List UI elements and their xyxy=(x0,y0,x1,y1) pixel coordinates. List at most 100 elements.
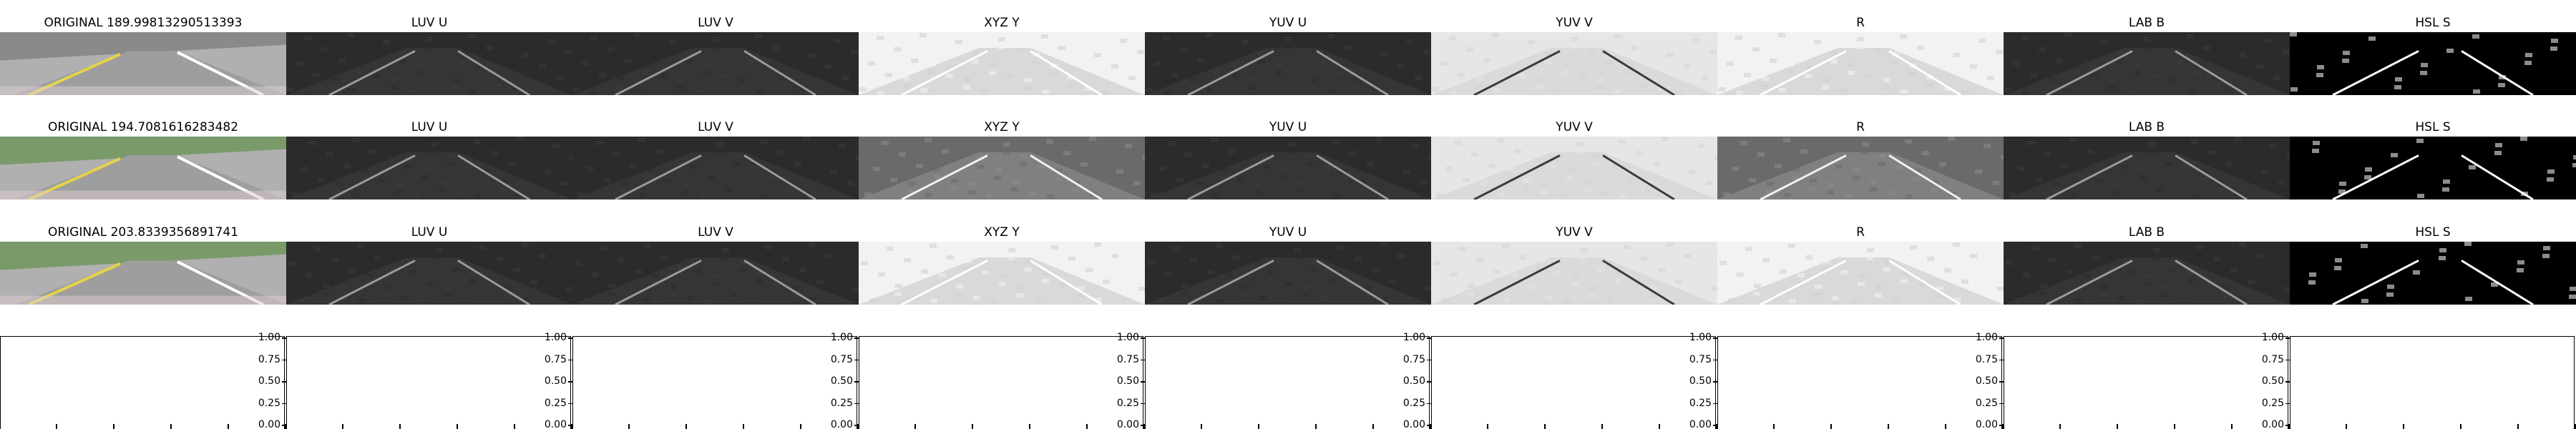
ytick-label: 0.75 xyxy=(258,353,280,365)
xtick-mark xyxy=(2174,424,2175,429)
panel-title: HSL S xyxy=(2415,225,2451,240)
ytick-label: 1.00 xyxy=(544,332,567,343)
ytick-mark xyxy=(1999,337,2004,339)
ytick-mark xyxy=(1141,337,1145,339)
ytick-mark xyxy=(1999,359,2004,360)
channel-image xyxy=(1717,32,2004,95)
ytick-label: 0.25 xyxy=(830,397,853,409)
ytick-mark xyxy=(1999,381,2004,383)
ytick-label: 0.50 xyxy=(2261,375,2284,387)
image-panel: LUV V xyxy=(572,119,859,199)
ytick-label: 1.00 xyxy=(2261,332,2284,343)
panel-title: R xyxy=(1856,225,1865,240)
image-panel: ORIGINAL 189.99813290513393 xyxy=(0,14,286,95)
xtick-mark xyxy=(1143,424,1145,429)
panel-title: XYZ Y xyxy=(984,120,1020,134)
ytick-label: 0.00 xyxy=(1975,419,1998,429)
ytick-label: 0.75 xyxy=(2261,353,2284,365)
empty-axes: 1.00 0.75 0.50 0.25 0.00 xyxy=(1976,332,2290,429)
ytick-mark xyxy=(1427,359,1431,360)
xtick-mark xyxy=(628,424,630,429)
ytick-mark xyxy=(568,425,572,426)
ytick-label: 0.75 xyxy=(1689,353,1712,365)
ytick-mark xyxy=(282,403,286,404)
panel-title: R xyxy=(1856,16,1865,30)
ytick-label: 0.50 xyxy=(830,375,853,387)
channel-image xyxy=(0,242,286,305)
image-panel: R xyxy=(1717,119,2004,199)
ytick-mark xyxy=(1427,403,1431,404)
panel-title: XYZ Y xyxy=(984,16,1020,30)
xtick-mark xyxy=(228,424,229,429)
panel-title: YUV U xyxy=(1269,120,1307,134)
ytick-mark xyxy=(2285,359,2290,360)
ytick-mark xyxy=(282,425,286,426)
image-panel: LUV U xyxy=(286,119,572,199)
ytick-mark xyxy=(282,337,286,339)
xtick-mark xyxy=(972,424,973,429)
ytick-label: 0.00 xyxy=(258,419,280,429)
ytick-mark xyxy=(1713,337,1717,339)
axes-frame xyxy=(286,336,571,429)
xtick-mark xyxy=(2117,424,2118,429)
image-panel: YUV V xyxy=(1431,119,1717,199)
ytick-mark xyxy=(1427,425,1431,426)
image-panel: YUV U xyxy=(1145,119,1431,199)
ytick-mark xyxy=(1713,403,1717,404)
ytick-mark xyxy=(568,359,572,360)
xtick-mark xyxy=(113,424,114,429)
ytick-mark xyxy=(282,359,286,360)
image-panel: LUV U xyxy=(286,224,572,305)
xtick-mark xyxy=(1315,424,1317,429)
axes-frame xyxy=(572,336,857,429)
empty-axes xyxy=(0,336,286,429)
xtick-mark xyxy=(2403,424,2404,429)
axes-frame xyxy=(1431,336,1716,429)
xtick-mark xyxy=(1945,424,1946,429)
ytick-label: 0.25 xyxy=(1975,397,1998,409)
xtick-mark xyxy=(2460,424,2462,429)
channel-image xyxy=(572,242,859,305)
xtick-mark xyxy=(2575,424,2576,429)
ytick-label: 0.50 xyxy=(258,375,280,387)
image-panel: YUV U xyxy=(1145,14,1431,95)
ytick-label: 0.75 xyxy=(830,353,853,365)
xtick-mark xyxy=(571,424,572,429)
channel-image xyxy=(0,137,286,199)
xtick-mark xyxy=(2059,424,2061,429)
ytick-label: 0.50 xyxy=(544,375,567,387)
xtick-mark xyxy=(800,424,801,429)
panel-title: LAB B xyxy=(2128,120,2165,134)
ytick-mark xyxy=(1141,359,1145,360)
xtick-mark xyxy=(1487,424,1488,429)
ytick-mark xyxy=(854,381,859,383)
ytick-label: 0.00 xyxy=(830,419,853,429)
channel-image xyxy=(1717,242,2004,305)
ytick-label: 0.25 xyxy=(1402,397,1425,409)
panel-title: R xyxy=(1856,120,1865,134)
xtick-mark xyxy=(1086,424,1088,429)
ytick-label: 0.00 xyxy=(1689,419,1712,429)
panel-title: LAB B xyxy=(2128,16,2165,30)
ytick-label: 0.50 xyxy=(1116,375,1139,387)
ytick-mark xyxy=(854,359,859,360)
axes-frame xyxy=(859,336,1143,429)
empty-axes: 1.00 0.75 0.50 0.25 0.00 xyxy=(258,332,572,429)
xtick-mark xyxy=(1773,424,1775,429)
channel-image xyxy=(2004,32,2290,95)
image-panel: LUV V xyxy=(572,14,859,95)
ytick-label: 0.00 xyxy=(544,419,567,429)
image-panel: LAB B xyxy=(2004,14,2290,95)
axes-frame xyxy=(1145,336,1430,429)
image-panel: XYZ Y xyxy=(859,14,1145,95)
channel-image xyxy=(1431,242,1717,305)
ytick-mark xyxy=(854,403,859,404)
xtick-mark xyxy=(914,424,916,429)
panel-title: XYZ Y xyxy=(984,225,1020,240)
image-panel: LUV U xyxy=(286,14,572,95)
ytick-mark xyxy=(2285,403,2290,404)
channel-image xyxy=(1717,137,2004,199)
channel-image xyxy=(2004,242,2290,305)
xtick-mark xyxy=(1201,424,1202,429)
ytick-label: 0.75 xyxy=(1975,353,1998,365)
